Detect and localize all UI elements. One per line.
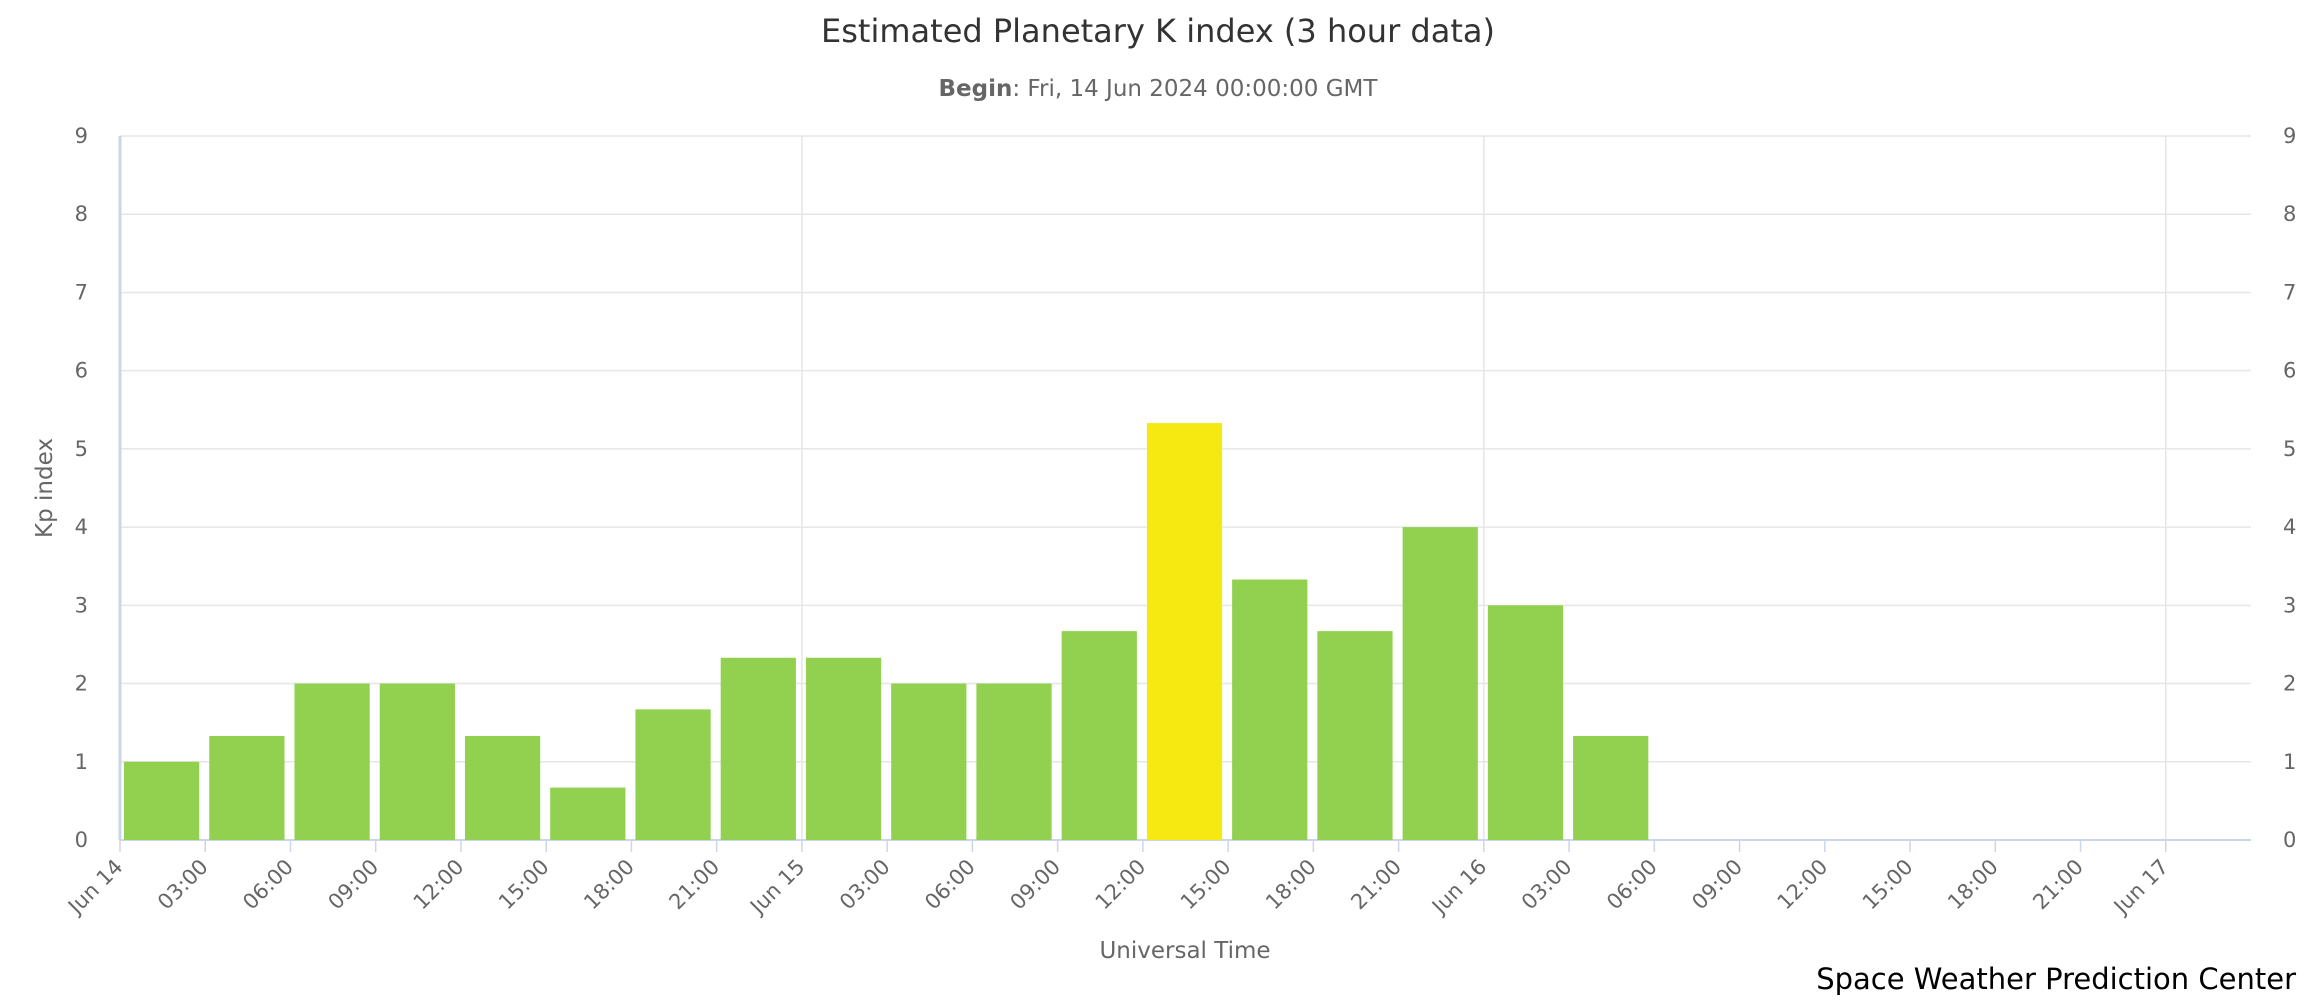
y-tick-label: 3 [75,593,88,617]
subtitle-text: : Fri, 14 Jun 2024 00:00:00 GMT [1012,76,1378,102]
x-tick-label: 21:00 [2028,855,2088,915]
y2-tick-label: 7 [2283,280,2296,304]
bar [1061,631,1137,840]
x-tick-label: 03:00 [1517,855,1577,915]
x-tick-label: 06:00 [1602,855,1662,915]
y-tick-label: 4 [75,515,88,539]
y-tick-label: 5 [75,437,88,461]
x-tick-label: 18:00 [1261,855,1321,915]
x-tick-label: 21:00 [1346,855,1406,915]
bar [976,683,1052,840]
bar [379,683,455,840]
x-tick-label: 03:00 [153,855,213,915]
bar [720,657,796,840]
y-tick-label: 0 [75,828,88,852]
x-tick-label: 12:00 [1773,855,1833,915]
bar [1317,631,1393,840]
x-tick-label: 15:00 [1858,855,1918,915]
y2-tick-label: 0 [2283,828,2296,852]
x-tick-label: 09:00 [323,855,383,915]
y-tick-label: 7 [75,280,88,304]
y2-tick-label: 1 [2283,750,2296,774]
x-tick-label: Jun 17 [2108,855,2173,920]
subtitle-label: Begin [939,76,1013,102]
bar [891,683,967,840]
y2-tick-label: 9 [2283,124,2296,148]
y2-tick-label: 2 [2283,672,2296,696]
x-tick-label: 18:00 [579,855,639,915]
bar [209,735,285,840]
x-axis-label: Universal Time [1099,938,1270,964]
x-tick-label: 15:00 [1176,855,1236,915]
chart-title: Estimated Planetary K index (3 hour data… [821,12,1495,50]
y2-tick-label: 6 [2283,359,2296,383]
bar [1487,605,1564,840]
y-tick-label: 9 [75,124,88,148]
x-tick-label: 06:00 [238,855,298,915]
x-tick-label: 09:00 [1687,855,1747,915]
x-tick-label: 15:00 [494,855,554,915]
chart-subtitle: Begin: Fri, 14 Jun 2024 00:00:00 GMT [939,76,1379,102]
y2-tick-label: 3 [2283,593,2296,617]
x-tick-label: 09:00 [1005,855,1065,915]
x-tick-label: 03:00 [835,855,895,915]
x-tick-label: 18:00 [1943,855,2003,915]
bar [550,787,626,840]
y2-tick-label: 8 [2283,202,2296,226]
bar [294,683,370,840]
x-tick-label: 12:00 [409,855,469,915]
bar [1232,579,1308,840]
bar [1573,735,1649,840]
bar [124,761,200,840]
x-tick-label: 21:00 [664,855,724,915]
bar [805,657,882,840]
x-tick-label: Jun 14 [62,855,127,920]
bar [1402,527,1478,840]
y-tick-label: 6 [75,359,88,383]
y-tick-label: 8 [75,202,88,226]
y-tick-label: 2 [75,672,88,696]
x-tick-label: 12:00 [1091,855,1151,915]
x-tick-label: Jun 15 [744,855,809,920]
bar [1146,423,1223,840]
y-axis-label: Kp index [32,438,58,538]
x-tick-label: 06:00 [920,855,980,915]
y2-tick-label: 5 [2283,437,2296,461]
bar [464,735,541,840]
y-tick-label: 1 [75,750,88,774]
credit: Space Weather Prediction Center [1816,962,2296,996]
bar [635,709,711,840]
x-tick-label: Jun 16 [1426,855,1491,920]
y2-tick-label: 4 [2283,515,2296,539]
